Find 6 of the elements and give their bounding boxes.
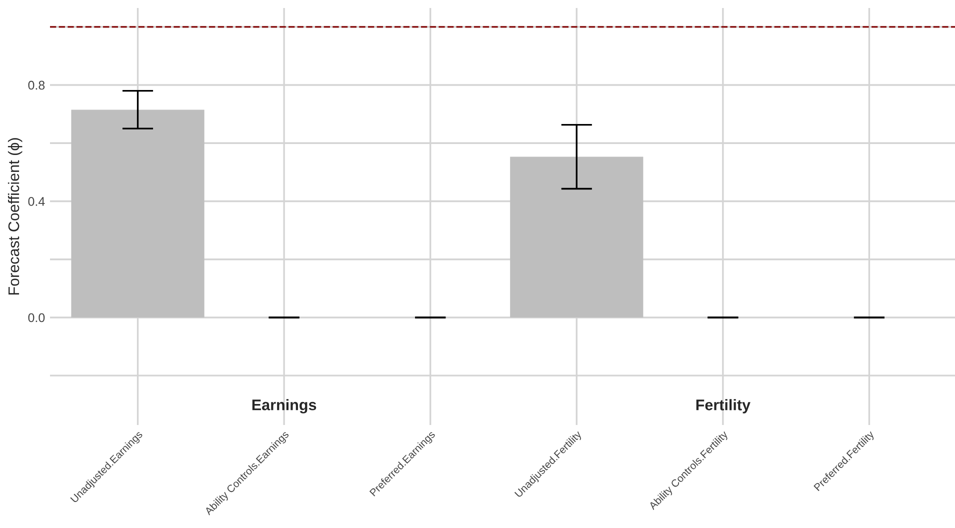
y-tick-label: 0.0 [28,313,45,322]
y-axis-title: Forecast Coefficient (ϕ) [8,138,22,295]
annotation: Earnings [252,399,316,414]
y-tick-label: 0.8 [28,80,45,90]
annotation: Fertility [696,399,750,414]
y-tick-label: 0.4 [28,197,45,206]
